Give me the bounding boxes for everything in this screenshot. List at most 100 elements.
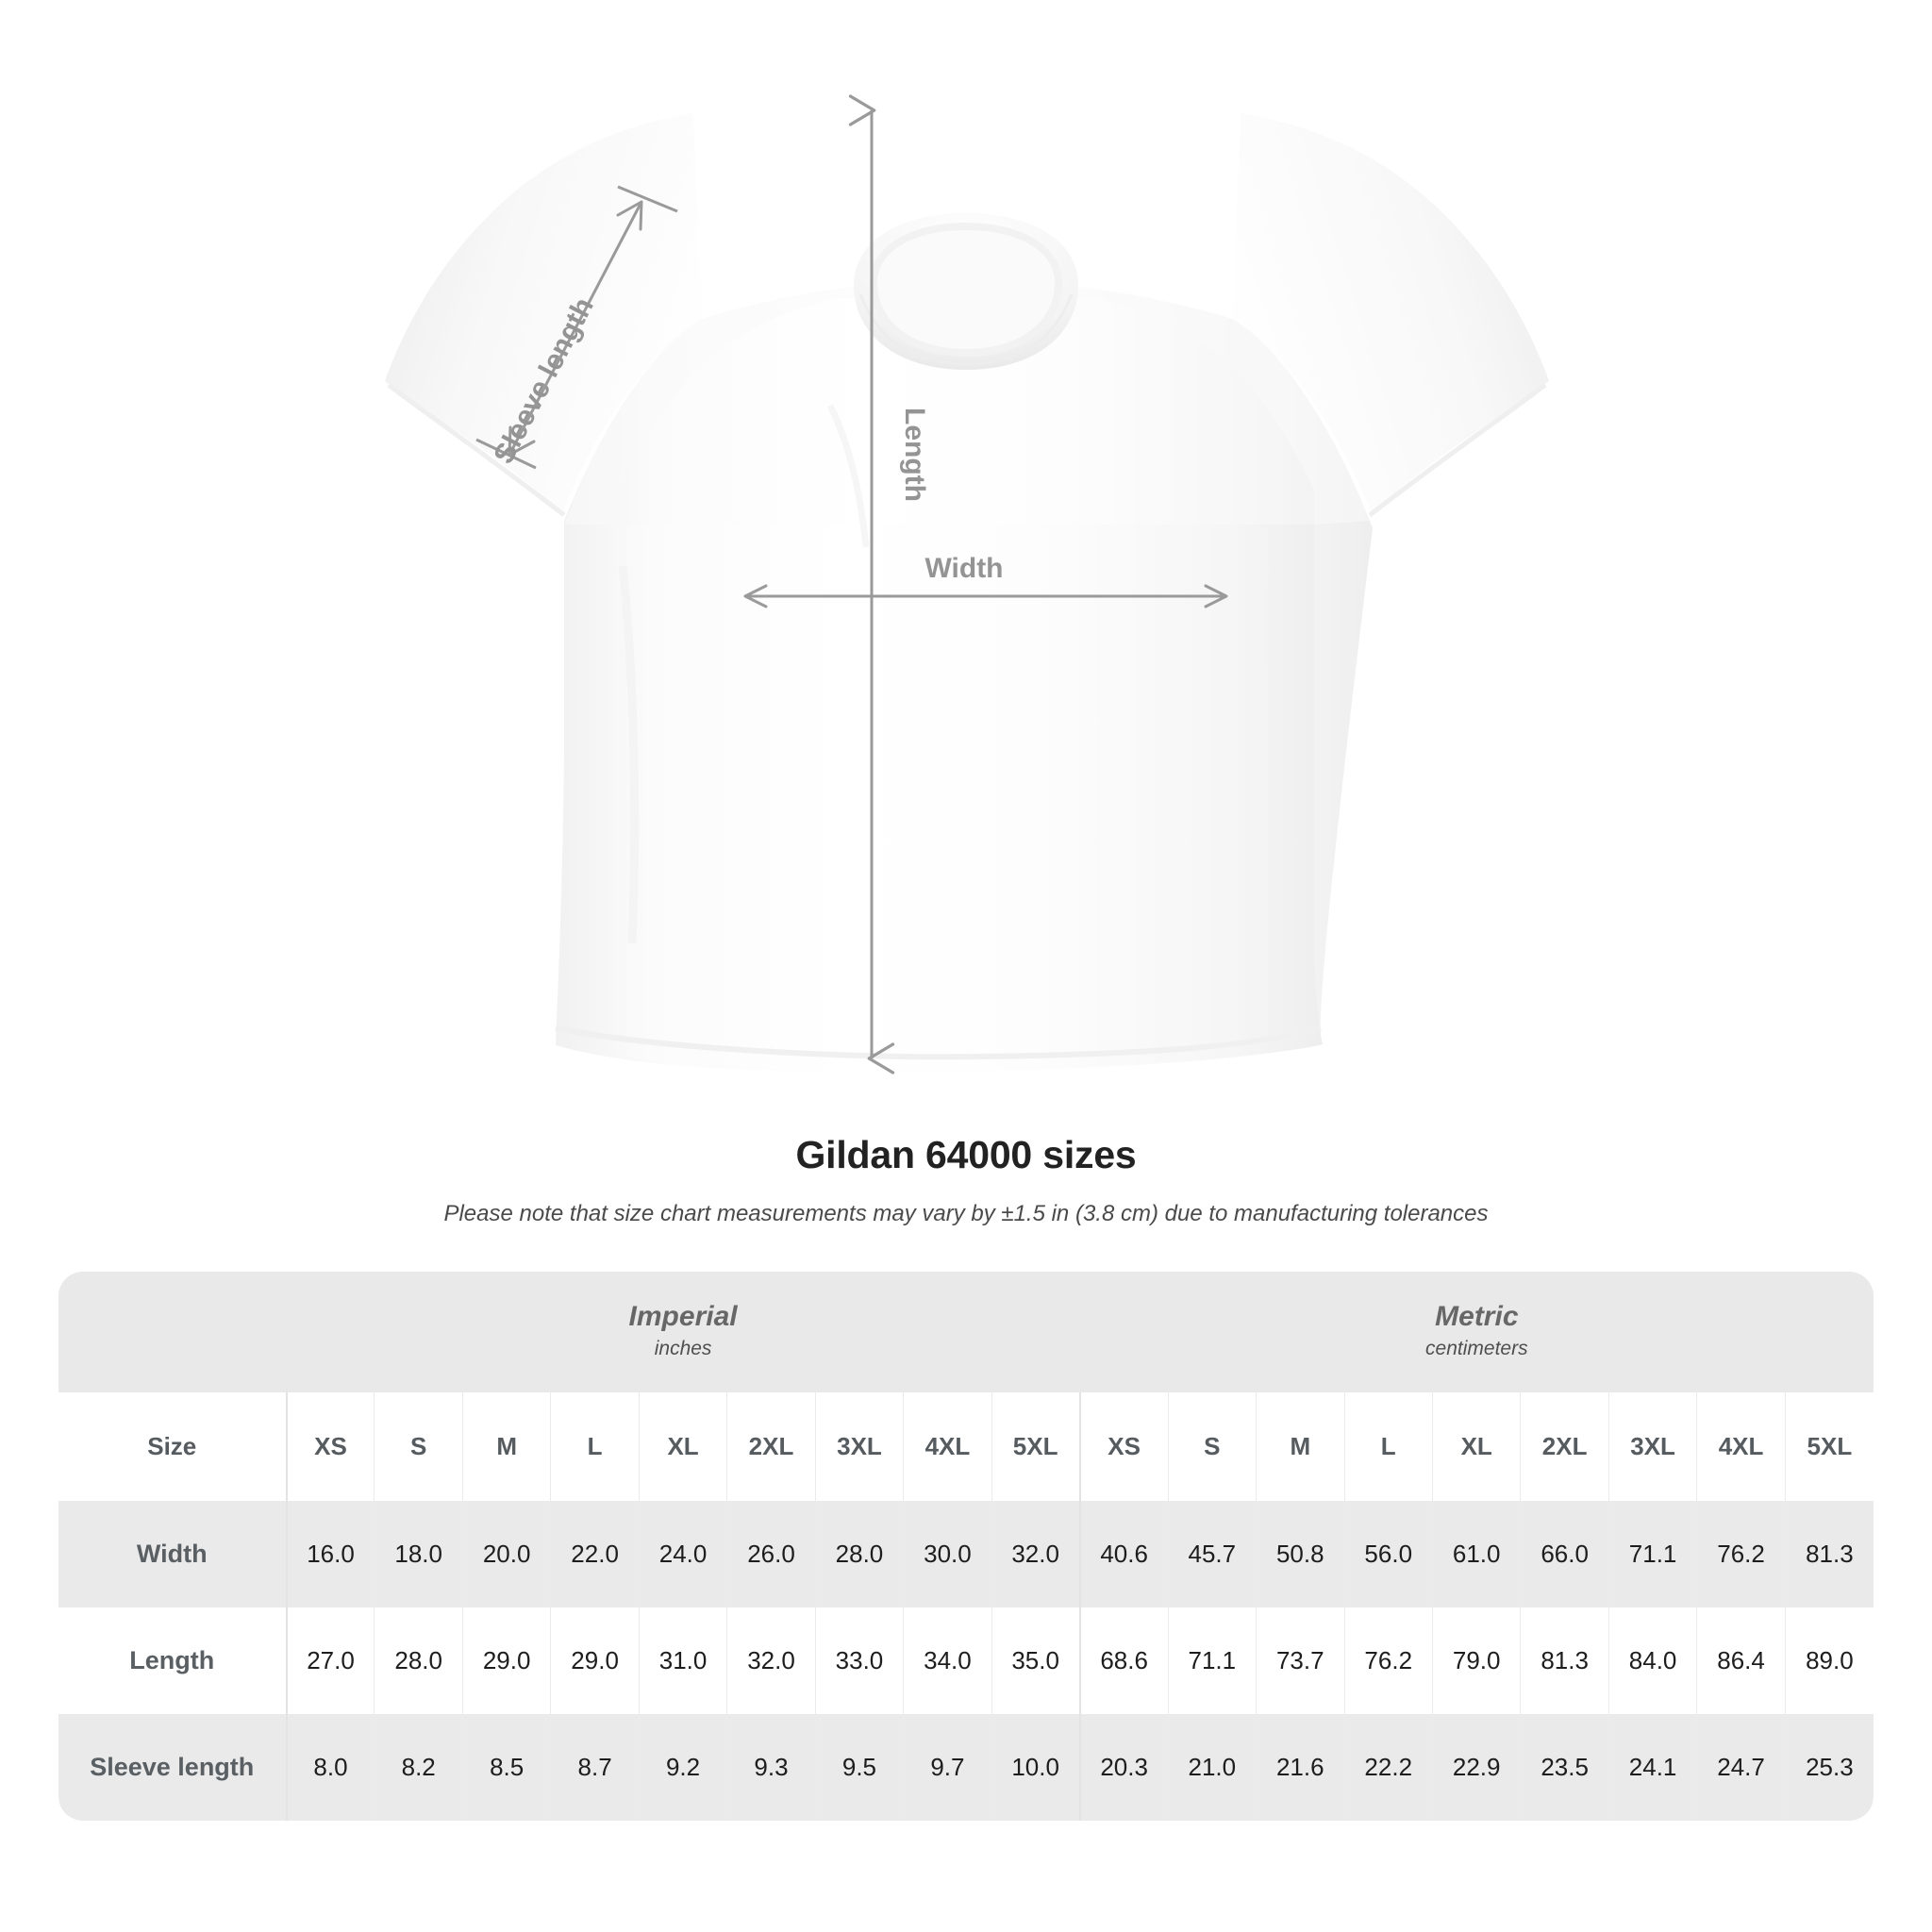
unit-header-row: Imperial inches Metric centimeters <box>58 1272 1874 1392</box>
measurement-cell: 28.0 <box>815 1501 905 1607</box>
size-header-cell: XS <box>1078 1392 1169 1501</box>
size-header-cell: M <box>462 1392 552 1501</box>
measurement-cell: 50.8 <box>1256 1501 1345 1607</box>
unit-header-imperial: Imperial inches <box>286 1272 1080 1392</box>
measurement-cell: 45.7 <box>1168 1501 1257 1607</box>
row-label-length: Length <box>58 1607 288 1714</box>
tshirt-collar-inner <box>877 230 1055 349</box>
size-table: Imperial inches Metric centimeters Size XS S M L… <box>58 1272 1874 1821</box>
measurement-cell: 22.0 <box>550 1501 640 1607</box>
unit-name: Imperial <box>628 1301 738 1332</box>
table-row: Length 27.0 28.0 29.0 29.0 31.0 32.0 33.0 34.0 35… <box>58 1607 1874 1714</box>
measurement-cell: 20.3 <box>1078 1714 1169 1821</box>
measurement-cell: 21.0 <box>1168 1714 1257 1821</box>
unit-row-spacer <box>58 1272 287 1392</box>
page-title: Gildan 64000 sizes <box>795 1133 1137 1176</box>
measurement-cell: 25.3 <box>1785 1714 1874 1821</box>
measurement-cell: 10.0 <box>991 1714 1081 1821</box>
size-header-cell: M <box>1256 1392 1345 1501</box>
table-row: Width 16.0 18.0 20.0 22.0 24.0 26.0 28.0 30.0 32.… <box>58 1501 1874 1607</box>
page-subtitle: Please note that size chart measurements… <box>443 1201 1489 1227</box>
measurement-cell: 73.7 <box>1256 1607 1345 1714</box>
measurement-cell: 24.7 <box>1696 1714 1786 1821</box>
tshirt-right-sleeve-hem <box>1368 383 1547 517</box>
size-header-cell: S <box>374 1392 463 1501</box>
size-header-cell: 2XL <box>726 1392 816 1501</box>
size-column-header: Size <box>58 1392 288 1501</box>
measurement-cell: 29.0 <box>550 1607 640 1714</box>
measurement-guides <box>475 94 1228 1074</box>
size-header-cell: 3XL <box>815 1392 905 1501</box>
size-header-cell: S <box>1168 1392 1257 1501</box>
size-header-cell: 5XL <box>991 1392 1081 1501</box>
measurement-cell: 9.3 <box>726 1714 816 1821</box>
length-label: Length <box>899 408 930 502</box>
sleeve-tick-bottom <box>475 438 537 470</box>
tshirt-illustration: Sleeve length Length Width <box>385 94 1549 1074</box>
size-header-cell: L <box>550 1392 640 1501</box>
unit-header-metric: Metric centimeters <box>1079 1272 1874 1392</box>
measurement-cell: 61.0 <box>1432 1501 1522 1607</box>
size-table-container: Imperial inches Metric centimeters Size XS S M L… <box>58 1272 1874 1821</box>
measurement-cell: 26.0 <box>726 1501 816 1607</box>
measurement-cell: 8.0 <box>286 1714 375 1821</box>
measurement-cell: 31.0 <box>639 1607 728 1714</box>
measurement-cell: 20.0 <box>462 1501 552 1607</box>
table-row: Sleeve length 8.0 8.2 8.5 8.7 9.2 9.3 9.5 9.7 10.… <box>58 1714 1874 1821</box>
size-header-cell: 4XL <box>1696 1392 1786 1501</box>
unit-name: Metric <box>1435 1301 1519 1332</box>
measurement-cell: 32.0 <box>991 1501 1081 1607</box>
sleeve-length-arrow <box>475 185 678 470</box>
measurement-cell: 86.4 <box>1696 1607 1786 1714</box>
measurement-cell: 34.0 <box>903 1607 992 1714</box>
measurement-cell: 18.0 <box>374 1501 463 1607</box>
size-header-row: Size XS S M L XL 2XL 3XL 4XL 5XL XS S M L XL 2XL 3XL 4XL 5… <box>58 1392 1874 1501</box>
tshirt-graphic <box>385 113 1549 1073</box>
measurement-cell: 81.3 <box>1785 1501 1874 1607</box>
heading-block: Gildan 64000 sizes Please note that size… <box>0 1132 1932 1228</box>
unit-subtitle: inches <box>654 1337 712 1359</box>
tshirt-hem <box>555 1025 1322 1060</box>
size-header-cell: XS <box>286 1392 375 1501</box>
measurement-cell: 9.5 <box>815 1714 905 1821</box>
width-arrow <box>743 584 1228 608</box>
size-header-cell: 5XL <box>1785 1392 1874 1501</box>
measurement-cell: 24.1 <box>1608 1714 1698 1821</box>
measurement-cell: 84.0 <box>1608 1607 1698 1714</box>
measurement-cell: 8.5 <box>462 1714 552 1821</box>
size-header-cell: 3XL <box>1608 1392 1698 1501</box>
measurement-cell: 71.1 <box>1608 1501 1698 1607</box>
tshirt-fold-right <box>1247 565 1269 944</box>
size-header-cell: L <box>1344 1392 1433 1501</box>
size-header-cell: XL <box>1432 1392 1522 1501</box>
measurement-cell: 79.0 <box>1432 1607 1522 1714</box>
measurement-cell: 35.0 <box>991 1607 1081 1714</box>
measurement-cell: 28.0 <box>374 1607 463 1714</box>
measurement-cell: 29.0 <box>462 1607 552 1714</box>
measurement-cell: 66.0 <box>1520 1501 1609 1607</box>
measurement-cell: 56.0 <box>1344 1501 1433 1607</box>
measurement-cell: 24.0 <box>639 1501 728 1607</box>
tshirt-left-sleeve-hem <box>387 383 566 517</box>
measurement-cell: 21.6 <box>1256 1714 1345 1821</box>
measurement-cell: 33.0 <box>815 1607 905 1714</box>
measurement-cell: 76.2 <box>1344 1607 1433 1714</box>
sleeve-tick-top <box>617 185 678 213</box>
measurement-cell: 22.2 <box>1344 1714 1433 1821</box>
measurement-cell: 30.0 <box>903 1501 992 1607</box>
measurement-cell: 27.0 <box>286 1607 375 1714</box>
measurement-cell: 9.7 <box>903 1714 992 1821</box>
measurement-cell: 40.6 <box>1078 1501 1169 1607</box>
row-label-sleeve-length: Sleeve length <box>58 1714 288 1821</box>
size-header-cell: XL <box>639 1392 728 1501</box>
measurement-cell: 81.3 <box>1520 1607 1609 1714</box>
measurement-cell: 68.6 <box>1078 1607 1169 1714</box>
measurement-cell: 16.0 <box>286 1501 375 1607</box>
row-label-width: Width <box>58 1501 288 1607</box>
size-header-cell: 2XL <box>1520 1392 1609 1501</box>
tshirt-right-sleeve <box>1232 113 1549 513</box>
size-header-cell: 4XL <box>903 1392 992 1501</box>
measurement-cell: 8.7 <box>550 1714 640 1821</box>
unit-subtitle: centimeters <box>1425 1337 1528 1359</box>
